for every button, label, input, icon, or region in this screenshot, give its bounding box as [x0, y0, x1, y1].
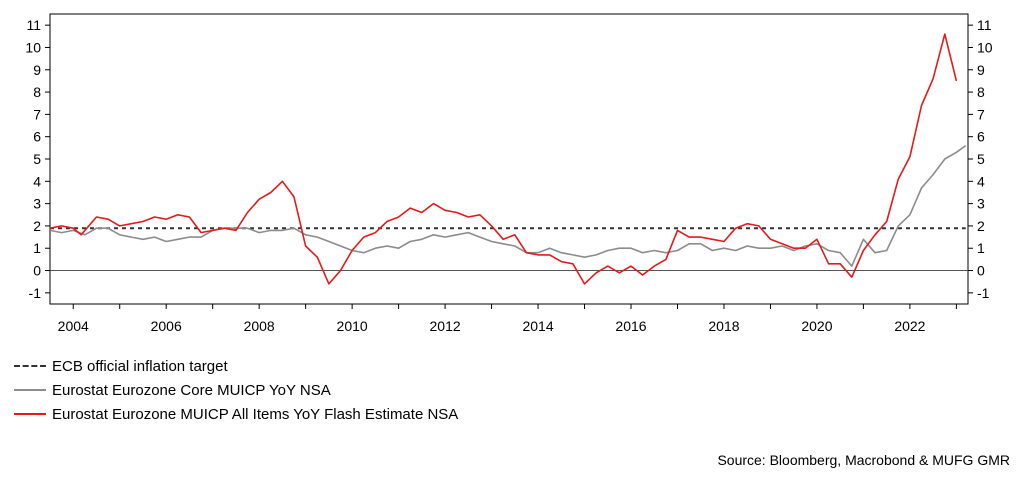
- y-tick-label-right: 2: [977, 218, 985, 234]
- y-tick-label-right: 3: [977, 196, 985, 212]
- y-tick-label-right: 11: [977, 17, 992, 33]
- legend-swatch-dashed: [14, 365, 46, 367]
- y-tick-label-left: 2: [33, 218, 41, 234]
- x-tick-label: 2022: [894, 318, 925, 334]
- legend-label-target: ECB official inflation target: [52, 357, 228, 375]
- series-line-3: [49, 33, 958, 285]
- y-tick-label-right: 4: [977, 173, 985, 189]
- y-tick-label-left: -1: [29, 285, 42, 301]
- legend-label-core: Eurostat Eurozone Core MUICP YoY NSA: [52, 381, 331, 399]
- y-tick-label-left: 6: [33, 129, 41, 145]
- x-tick-label: 2018: [708, 318, 739, 334]
- y-tick-label-left: 4: [33, 173, 41, 189]
- y-tick-label-left: 5: [33, 151, 41, 167]
- x-tick-label: 2006: [151, 318, 182, 334]
- y-tick-label-right: 6: [977, 129, 985, 145]
- y-tick-label-left: 1: [33, 240, 41, 256]
- x-tick-label: 2020: [801, 318, 832, 334]
- x-tick-label: 2004: [58, 318, 89, 334]
- x-tick-label: 2014: [522, 318, 553, 334]
- y-tick-label-left: 10: [25, 39, 41, 55]
- y-tick-label-right: 8: [977, 84, 985, 100]
- x-tick-label: 2012: [430, 318, 461, 334]
- y-tick-label-left: 8: [33, 84, 41, 100]
- legend-item-target: ECB official inflation target: [14, 354, 458, 378]
- y-tick-label-left: 3: [33, 196, 41, 212]
- series-line-2: [49, 144, 967, 267]
- y-tick-label-right: 1: [977, 240, 985, 256]
- plot-frame: [49, 13, 969, 305]
- legend-item-headline: Eurostat Eurozone MUICP All Items YoY Fl…: [14, 402, 458, 426]
- y-tick-label-left: 9: [33, 62, 41, 78]
- legend-swatch-red: [14, 413, 46, 415]
- y-tick-label-right: 0: [977, 263, 985, 279]
- y-tick-label-right: -1: [977, 285, 990, 301]
- legend-item-core: Eurostat Eurozone Core MUICP YoY NSA: [14, 378, 458, 402]
- y-tick-label-right: 9: [977, 62, 985, 78]
- legend: ECB official inflation target Eurostat E…: [14, 354, 458, 426]
- y-tick-label-left: 0: [33, 263, 41, 279]
- legend-swatch-grey: [14, 389, 46, 391]
- y-tick-label-right: 10: [977, 39, 993, 55]
- legend-label-headline: Eurostat Eurozone MUICP All Items YoY Fl…: [52, 405, 459, 423]
- x-tick-label: 2008: [244, 318, 275, 334]
- source-note: Source: Bloomberg, Macrobond & MUFG GMR: [717, 452, 1010, 468]
- y-tick-label-left: 7: [33, 106, 41, 122]
- y-tick-label-right: 7: [977, 106, 985, 122]
- y-tick-label-right: 5: [977, 151, 985, 167]
- x-tick-label: 2010: [337, 318, 368, 334]
- y-tick-label-left: 11: [26, 17, 41, 33]
- x-tick-label: 2016: [615, 318, 646, 334]
